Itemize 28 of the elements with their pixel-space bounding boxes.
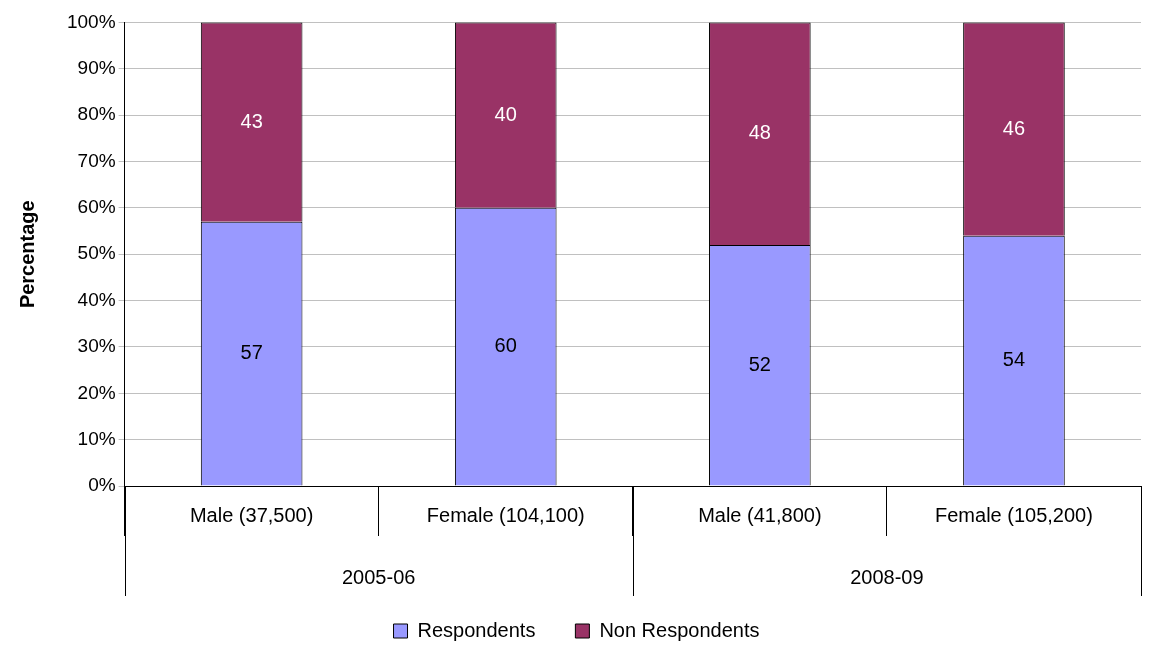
data-label: 52	[748, 352, 771, 375]
y-tick-label: 90%	[77, 56, 116, 78]
y-tick-label: 50%	[77, 242, 116, 264]
data-label: 57	[240, 341, 263, 364]
x-tick-label: Female (105,200)	[935, 503, 1093, 526]
y-tick-label: 40%	[77, 288, 116, 310]
data-label: 46	[1002, 116, 1026, 139]
y-tick-label: 60%	[77, 196, 116, 218]
data-label: 43	[240, 109, 263, 132]
y-tick-label: 0%	[88, 474, 116, 496]
y-tick-label: 100%	[66, 10, 116, 32]
legend-label: Non Respondents	[599, 618, 760, 641]
x-tick-label: Female (104,100)	[426, 503, 585, 526]
text: 2005-06	[341, 565, 416, 588]
data-label: 60	[494, 334, 517, 357]
text: 2008-09	[850, 565, 924, 588]
x-tick-label: Male (37,500)	[189, 503, 314, 526]
data-label: 54	[1002, 348, 1026, 371]
y-tick-label: 30%	[77, 335, 116, 357]
x-tick-label: Male (41,800)	[698, 503, 822, 526]
y-tick-label: 10%	[77, 427, 116, 449]
y-tick-label: 80%	[77, 103, 116, 125]
data-label: 48	[748, 121, 771, 144]
y-tick-label: 70%	[77, 149, 116, 171]
y-axis-title: Percentage	[15, 200, 38, 309]
data-label: 40	[494, 102, 517, 125]
legend-label: Respondents	[417, 618, 536, 641]
y-tick-label: 20%	[77, 381, 116, 403]
